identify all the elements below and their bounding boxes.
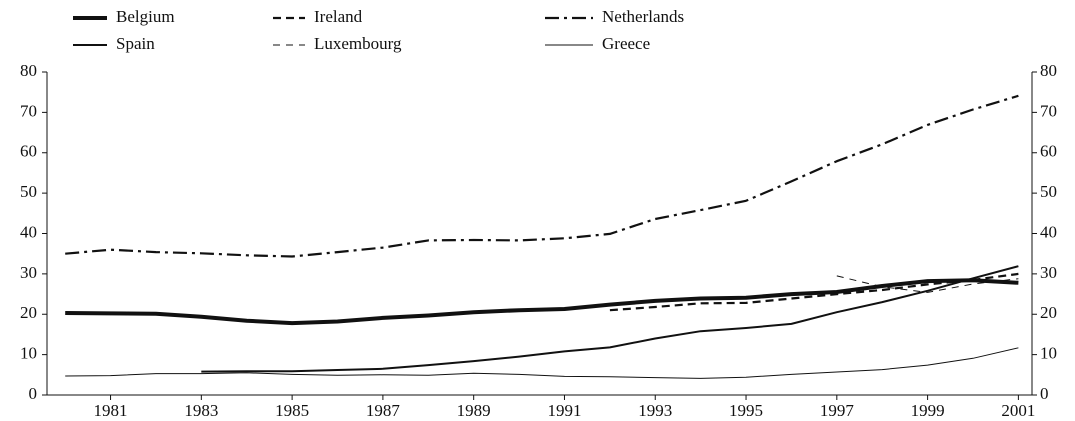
x-tick-label: 1999 xyxy=(911,401,945,420)
x-tick-label: 1997 xyxy=(820,401,855,420)
series-line xyxy=(201,265,1019,373)
x-tick-label: 1995 xyxy=(729,401,763,420)
legend-label: Greece xyxy=(602,34,650,53)
y-tick-label: 0 xyxy=(29,384,38,403)
legend-label: Luxembourg xyxy=(314,34,402,53)
y2-tick-label: 20 xyxy=(1040,303,1057,322)
y2-tick-label: 40 xyxy=(1040,222,1057,241)
y-tick-label: 20 xyxy=(20,303,37,322)
series-line xyxy=(65,94,1019,258)
legend-label: Ireland xyxy=(314,7,363,26)
y2-tick-label: 80 xyxy=(1040,61,1057,80)
series-line xyxy=(65,278,1019,326)
y2-tick-label: 10 xyxy=(1040,344,1057,363)
y-tick-label: 60 xyxy=(20,142,37,161)
y2-tick-label: 60 xyxy=(1040,142,1057,161)
x-tick-label: 1987 xyxy=(366,401,401,420)
series-line xyxy=(609,272,1019,312)
y2-tick-label: 70 xyxy=(1040,101,1057,120)
y2-tick-label: 30 xyxy=(1040,263,1057,282)
x-tick-label: 2001 xyxy=(1001,401,1035,420)
legend-label: Netherlands xyxy=(602,7,684,26)
y-tick-label: 30 xyxy=(20,263,37,282)
series-line xyxy=(836,275,1019,293)
x-tick-label: 1989 xyxy=(457,401,491,420)
y-tick-label: 10 xyxy=(20,344,37,363)
y2-tick-label: 50 xyxy=(1040,182,1057,201)
y-tick-label: 40 xyxy=(20,222,37,241)
y-tick-label: 50 xyxy=(20,182,37,201)
legend-label: Spain xyxy=(116,34,155,53)
x-tick-label: 1983 xyxy=(184,401,218,420)
x-tick-label: 1993 xyxy=(638,401,672,420)
y-tick-label: 70 xyxy=(20,101,37,120)
x-tick-label: 1981 xyxy=(94,401,128,420)
x-tick-label: 1991 xyxy=(547,401,581,420)
legend-label: Belgium xyxy=(116,7,175,26)
series-line xyxy=(65,347,1019,379)
y2-tick-label: 0 xyxy=(1040,384,1049,403)
y-tick-label: 80 xyxy=(20,61,37,80)
x-tick-label: 1985 xyxy=(275,401,309,420)
